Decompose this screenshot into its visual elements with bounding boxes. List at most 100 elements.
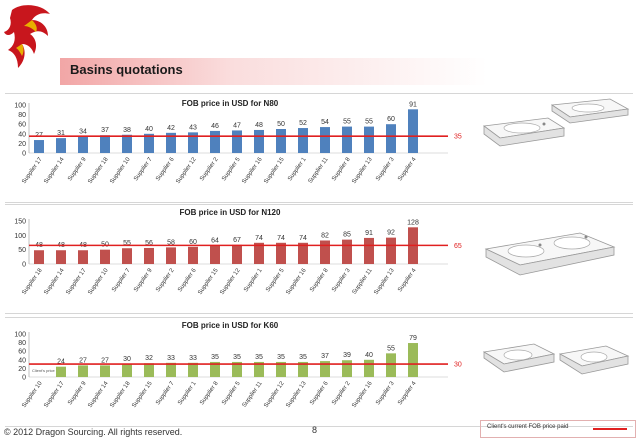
data-label-n120-14: 85 (343, 232, 351, 239)
bar-n120-6 (166, 247, 176, 264)
bar-n80-12 (298, 128, 308, 153)
data-label-k60-16: 55 (387, 345, 395, 352)
y-tick-label: 100 (14, 332, 26, 339)
data-label-n80-10: 48 (255, 122, 263, 129)
y-tick-label: 20 (18, 141, 26, 148)
bar-n120-7 (188, 246, 198, 264)
bar-n80-0 (34, 140, 44, 153)
bar-k60-12 (298, 361, 308, 377)
x-tick-label: Supplier 11 (308, 156, 330, 184)
bar-k60-7 (188, 362, 198, 377)
x-tick-label: Supplier 6 (155, 156, 176, 182)
bar-n80-15 (364, 126, 374, 153)
bar-n80-7 (188, 132, 198, 153)
bar-k60-2 (78, 365, 88, 377)
y-tick-label: 100 (14, 233, 26, 240)
bar-n80-17 (408, 109, 418, 153)
x-tick-label: Supplier 10 (87, 267, 110, 296)
data-label-n80-8: 46 (211, 123, 219, 130)
x-tick-label: Supplier 13 (285, 380, 308, 409)
y-tick-label: 80 (18, 112, 26, 119)
x-tick-label: Supplier 4 (397, 380, 418, 406)
chart-k60: FOB price in USD for K60020406080100Clie… (14, 321, 462, 409)
data-label-k60-9: 35 (233, 354, 241, 361)
bar-k60-13 (320, 361, 330, 377)
x-tick-label: Supplier 10 (109, 156, 132, 185)
bar-k60-1 (56, 366, 66, 377)
bar-n120-8 (210, 245, 220, 264)
bar-k60-3 (100, 365, 110, 377)
data-label-n80-16: 60 (387, 116, 395, 123)
bar-n80-10 (254, 129, 264, 153)
x-tick-label: Supplier 9 (67, 380, 88, 406)
x-tick-label: Supplier 15 (131, 380, 154, 409)
target-price-label-k60: 30 (454, 362, 462, 369)
data-label-n80-2: 34 (79, 129, 87, 136)
bar-n80-13 (320, 127, 330, 153)
bar-n120-3 (100, 249, 110, 264)
bar-n80-9 (232, 130, 242, 153)
legend-box: Client's current FOB price paid (480, 420, 636, 438)
x-tick-label: Supplier 2 (155, 267, 176, 293)
x-tick-label: Supplier 1 (287, 156, 308, 182)
bar-n120-9 (232, 244, 242, 264)
bar-n80-8 (210, 130, 220, 153)
y-tick-label: 100 (14, 103, 26, 110)
data-label-n80-13: 54 (321, 119, 329, 126)
legend-line-swatch (593, 428, 627, 430)
panel-n120: FOB price in USD for N12005010015048Supp… (5, 204, 633, 314)
bar-n120-11 (276, 242, 286, 264)
bar-k60-17 (408, 343, 418, 377)
x-tick-label: Supplier 5 (221, 380, 242, 406)
bar-k60-11 (276, 361, 286, 377)
data-label-n80-7: 43 (189, 124, 197, 131)
x-tick-label: Supplier 7 (155, 380, 176, 406)
y-tick-label: 20 (18, 366, 26, 373)
data-label-n120-4: 55 (123, 240, 131, 247)
x-tick-label: Supplier 12 (263, 380, 286, 409)
data-label-n120-7: 60 (189, 239, 197, 246)
bar-n120-1 (56, 250, 66, 264)
x-tick-label: Supplier 9 (67, 156, 88, 182)
bar-n80-16 (386, 124, 396, 153)
x-tick-label: Supplier 1 (243, 267, 264, 293)
bar-n120-2 (78, 250, 88, 264)
data-label-n80-9: 47 (233, 122, 241, 129)
bar-n120-5 (144, 247, 154, 264)
bar-n120-0 (34, 250, 44, 264)
bar-n80-1 (56, 138, 66, 153)
panel-k60: FOB price in USD for K60 0 20 40 60 80 100 Clie… (5, 317, 633, 427)
x-tick-label: Supplier 8 (309, 267, 330, 293)
x-tick-label: Supplier 11 (352, 267, 374, 295)
bar-n80-14 (342, 126, 352, 153)
x-tick-label: Supplier 14 (87, 380, 110, 409)
bar-k60-14 (342, 360, 352, 377)
chart-title-n120: FOB price in USD for N120 (180, 208, 281, 217)
data-label-n120-16: 92 (387, 230, 395, 237)
bar-n120-16 (386, 237, 396, 264)
x-tick-label: Supplier 7 (111, 267, 132, 293)
data-label-n120-17: 128 (407, 219, 419, 226)
data-label-k60-2: 27 (79, 357, 87, 364)
bar-n80-3 (100, 135, 110, 153)
x-tick-label: Supplier 11 (242, 380, 264, 408)
x-tick-label: Supplier 8 (199, 380, 220, 406)
bar-n80-4 (122, 134, 132, 153)
y-tick-label: 50 (18, 247, 26, 254)
data-label-k60-1: 24 (57, 359, 65, 366)
data-label-n120-8: 64 (211, 238, 219, 245)
data-label-n80-6: 42 (167, 125, 175, 132)
basin-k60-front-image (482, 343, 556, 373)
y-tick-label: 150 (14, 219, 26, 226)
x-tick-label: Supplier 18 (109, 380, 132, 409)
x-tick-label: Supplier 15 (263, 156, 286, 185)
x-tick-label: Supplier 2 (331, 380, 352, 406)
x-tick-label: Supplier 5 (265, 267, 286, 293)
bar-k60-10 (254, 361, 264, 377)
x-tick-label: Supplier 6 (177, 267, 198, 293)
data-label-n80-17: 91 (409, 101, 417, 108)
basin-n80-front-image (482, 117, 566, 147)
x-tick-label: Supplier 2 (199, 156, 220, 182)
bar-k60-5 (144, 363, 154, 377)
x-tick-label: Supplier 15 (197, 267, 220, 296)
